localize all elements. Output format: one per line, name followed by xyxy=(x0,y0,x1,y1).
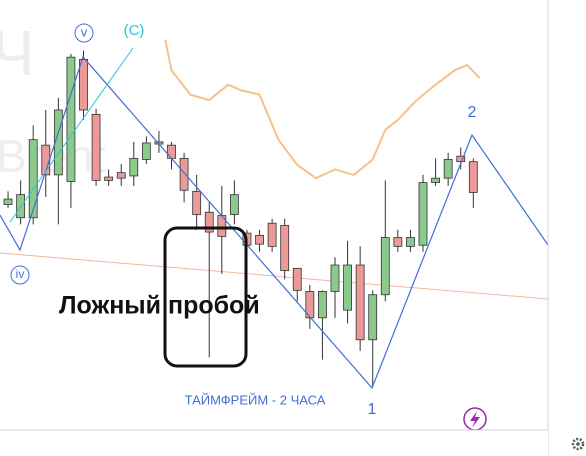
candle-body xyxy=(380,237,390,296)
candle-body xyxy=(116,172,126,179)
wave-v-label: v xyxy=(81,24,88,39)
wave-v-circle xyxy=(74,23,94,43)
candle-body xyxy=(343,264,352,311)
candle-body xyxy=(104,176,114,181)
watermark-symbol: Ч xyxy=(0,17,35,89)
candle-body xyxy=(255,234,264,245)
candle-body xyxy=(368,294,378,341)
highlight-box xyxy=(163,226,248,368)
candle-body xyxy=(79,58,88,111)
candle-body xyxy=(330,264,340,292)
candle-body xyxy=(229,194,239,215)
candle-body xyxy=(443,159,453,179)
wave-line xyxy=(0,55,549,390)
candle-body xyxy=(53,109,63,176)
candle-body xyxy=(318,291,327,319)
overlay xyxy=(164,39,481,180)
candle-body xyxy=(456,155,466,163)
wave-iv-circle xyxy=(10,265,30,285)
candle-body xyxy=(267,222,277,247)
candle-body xyxy=(28,139,38,219)
overlay-line xyxy=(164,39,481,180)
candle-body xyxy=(468,161,478,193)
candle-body xyxy=(393,237,403,247)
false-breakout-text: Ложный пробой xyxy=(59,292,260,320)
candle-body xyxy=(204,211,214,233)
candle-body xyxy=(167,144,176,159)
candle-body xyxy=(280,225,290,271)
candle-body xyxy=(431,177,440,183)
candle-body xyxy=(3,198,13,205)
gear-center xyxy=(576,442,580,446)
wave-1-label: 1 xyxy=(368,401,377,418)
wave-c-line xyxy=(9,47,134,223)
candle-body xyxy=(141,142,151,160)
candle-body xyxy=(406,237,415,247)
candles xyxy=(3,50,478,387)
timeframe-text: ТАЙМФРЕЙМ - 2 ЧАСА xyxy=(185,392,326,407)
watermark: Brent xyxy=(0,130,106,182)
wave-c-label: (C) xyxy=(124,22,145,39)
settings-icon[interactable] xyxy=(571,437,585,451)
candle-body xyxy=(418,182,428,246)
candle-body xyxy=(355,264,365,341)
wave-2-label: 2 xyxy=(468,104,477,121)
candle-body xyxy=(179,157,189,191)
wave-iv-label: iv xyxy=(16,267,25,281)
candle-body xyxy=(129,157,139,177)
price-axis xyxy=(548,0,586,456)
candle-body xyxy=(91,113,101,181)
candle-body xyxy=(192,190,202,215)
gear[interactable] xyxy=(571,437,585,451)
candle-body xyxy=(292,267,302,291)
time-axis xyxy=(0,430,548,456)
candle-body xyxy=(305,291,315,319)
candle-body xyxy=(66,56,76,182)
lightning xyxy=(470,411,480,428)
